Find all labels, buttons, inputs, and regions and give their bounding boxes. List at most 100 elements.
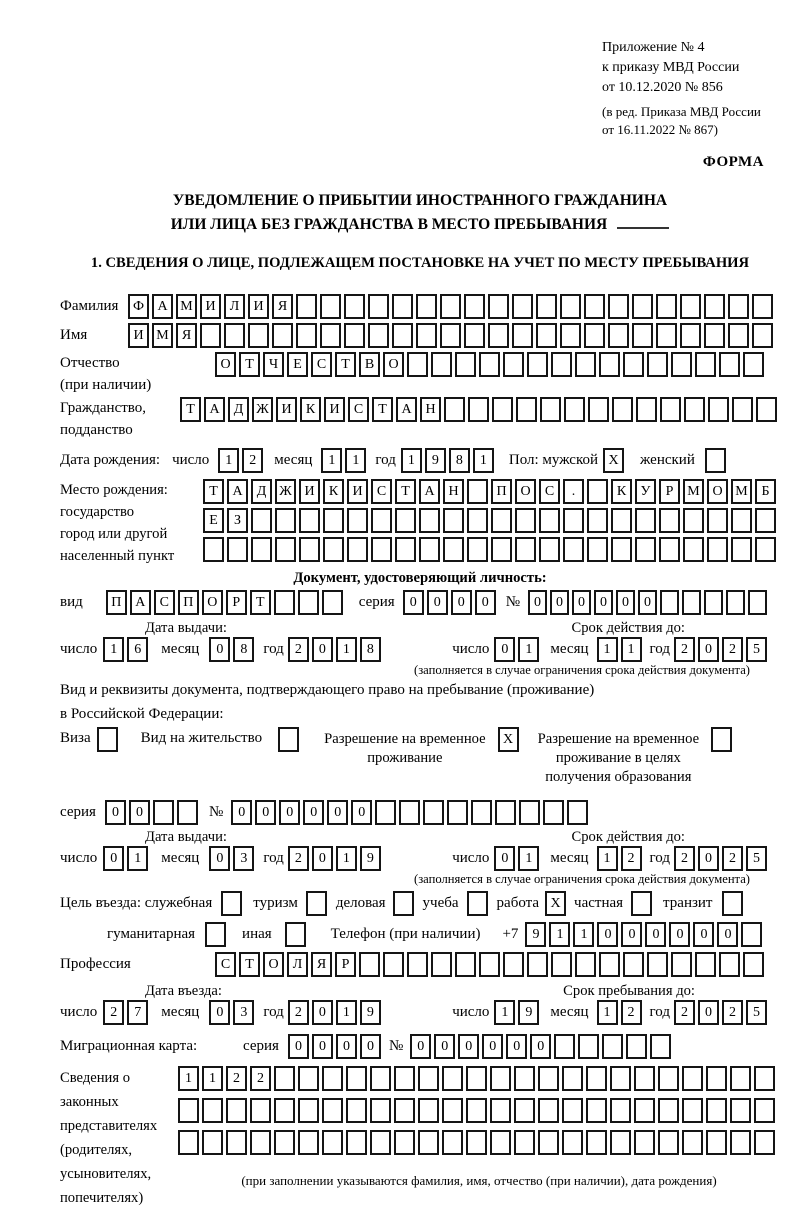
char-box[interactable] bbox=[226, 1130, 247, 1156]
char-box[interactable] bbox=[320, 323, 341, 349]
char-box[interactable] bbox=[203, 537, 224, 563]
char-box[interactable]: Р bbox=[335, 952, 356, 978]
char-box[interactable] bbox=[347, 537, 368, 563]
char-box[interactable]: С bbox=[371, 479, 392, 505]
char-box[interactable] bbox=[322, 1130, 343, 1156]
char-box[interactable] bbox=[418, 1066, 439, 1092]
char-box[interactable] bbox=[743, 952, 764, 978]
char-box[interactable]: А bbox=[152, 294, 173, 320]
char-box[interactable] bbox=[730, 1130, 751, 1156]
char-box[interactable] bbox=[671, 352, 692, 378]
char-box[interactable] bbox=[741, 922, 763, 948]
char-box[interactable] bbox=[562, 1130, 583, 1156]
char-box[interactable]: Н bbox=[420, 397, 441, 423]
char-box[interactable] bbox=[514, 1066, 535, 1092]
char-box[interactable] bbox=[647, 352, 668, 378]
char-box[interactable]: Ж bbox=[252, 397, 273, 423]
char-box[interactable]: 0 bbox=[103, 846, 125, 872]
char-box[interactable]: 0 bbox=[597, 922, 619, 948]
char-box[interactable]: 0 bbox=[474, 590, 496, 616]
char-box[interactable] bbox=[610, 1098, 631, 1124]
char-box[interactable]: Т bbox=[239, 952, 260, 978]
char-box[interactable] bbox=[610, 1130, 631, 1156]
char-box[interactable] bbox=[626, 1034, 648, 1060]
char-box[interactable] bbox=[275, 508, 296, 534]
char-box[interactable] bbox=[704, 590, 723, 616]
char-box[interactable] bbox=[551, 352, 572, 378]
char-box[interactable] bbox=[250, 1098, 271, 1124]
char-box[interactable]: Т bbox=[239, 352, 260, 378]
char-box[interactable] bbox=[455, 952, 476, 978]
char-box[interactable] bbox=[442, 1066, 463, 1092]
char-box[interactable]: 1 bbox=[596, 846, 618, 872]
char-box[interactable] bbox=[490, 1130, 511, 1156]
char-box[interactable] bbox=[584, 323, 605, 349]
char-box[interactable] bbox=[647, 952, 668, 978]
char-box[interactable] bbox=[562, 1066, 583, 1092]
char-box[interactable] bbox=[527, 352, 548, 378]
char-box[interactable]: 0 bbox=[287, 1034, 309, 1060]
char-box[interactable] bbox=[515, 537, 536, 563]
char-box[interactable] bbox=[538, 1130, 559, 1156]
char-box[interactable]: 2 bbox=[722, 846, 743, 872]
char-box[interactable]: Б bbox=[755, 479, 776, 505]
char-box[interactable]: 1 bbox=[335, 637, 357, 663]
char-box[interactable]: 1 bbox=[573, 922, 595, 948]
char-box[interactable] bbox=[728, 323, 749, 349]
char-box[interactable] bbox=[407, 952, 428, 978]
char-box[interactable]: 1 bbox=[596, 637, 618, 663]
char-box[interactable]: 9 bbox=[359, 846, 381, 872]
char-box[interactable]: 0 bbox=[494, 846, 516, 872]
char-box[interactable] bbox=[392, 323, 413, 349]
char-box[interactable] bbox=[536, 323, 557, 349]
char-box[interactable] bbox=[492, 397, 513, 423]
char-box[interactable]: 0 bbox=[402, 590, 424, 616]
char-box[interactable]: 1 bbox=[103, 637, 125, 663]
char-box[interactable] bbox=[636, 397, 657, 423]
char-box[interactable]: Е bbox=[203, 508, 224, 534]
char-box[interactable] bbox=[440, 294, 461, 320]
char-box[interactable] bbox=[178, 1130, 199, 1156]
legal-reps-boxes-row2[interactable] bbox=[178, 1098, 778, 1124]
char-box[interactable]: 0 bbox=[209, 637, 231, 663]
char-box[interactable] bbox=[586, 1066, 607, 1092]
char-box[interactable]: 0 bbox=[311, 1000, 333, 1026]
char-box[interactable]: М bbox=[176, 294, 197, 320]
char-box[interactable] bbox=[634, 1066, 655, 1092]
char-box[interactable] bbox=[344, 323, 365, 349]
char-box[interactable] bbox=[298, 1130, 319, 1156]
char-box[interactable]: Е bbox=[287, 352, 308, 378]
char-box[interactable] bbox=[752, 294, 773, 320]
char-box[interactable] bbox=[299, 508, 320, 534]
char-box[interactable]: С bbox=[311, 352, 332, 378]
char-box[interactable]: 0 bbox=[669, 922, 691, 948]
char-box[interactable] bbox=[748, 590, 767, 616]
char-box[interactable] bbox=[731, 537, 752, 563]
char-box[interactable] bbox=[395, 508, 416, 534]
char-box[interactable] bbox=[321, 590, 343, 616]
checkbox-transit[interactable] bbox=[722, 891, 744, 917]
char-box[interactable] bbox=[488, 294, 509, 320]
char-box[interactable] bbox=[575, 952, 596, 978]
char-box[interactable] bbox=[512, 294, 533, 320]
char-box[interactable] bbox=[423, 800, 445, 826]
char-box[interactable]: 0 bbox=[698, 846, 719, 872]
char-box[interactable] bbox=[368, 323, 389, 349]
char-box[interactable]: Р bbox=[225, 590, 247, 616]
char-box[interactable] bbox=[299, 537, 320, 563]
char-box[interactable]: 0 bbox=[209, 1000, 231, 1026]
char-box[interactable] bbox=[707, 537, 728, 563]
char-box[interactable] bbox=[274, 1130, 295, 1156]
char-box[interactable]: О bbox=[707, 479, 728, 505]
char-box[interactable]: 0 bbox=[616, 590, 635, 616]
char-box[interactable] bbox=[323, 508, 344, 534]
char-box[interactable]: К bbox=[323, 479, 344, 505]
